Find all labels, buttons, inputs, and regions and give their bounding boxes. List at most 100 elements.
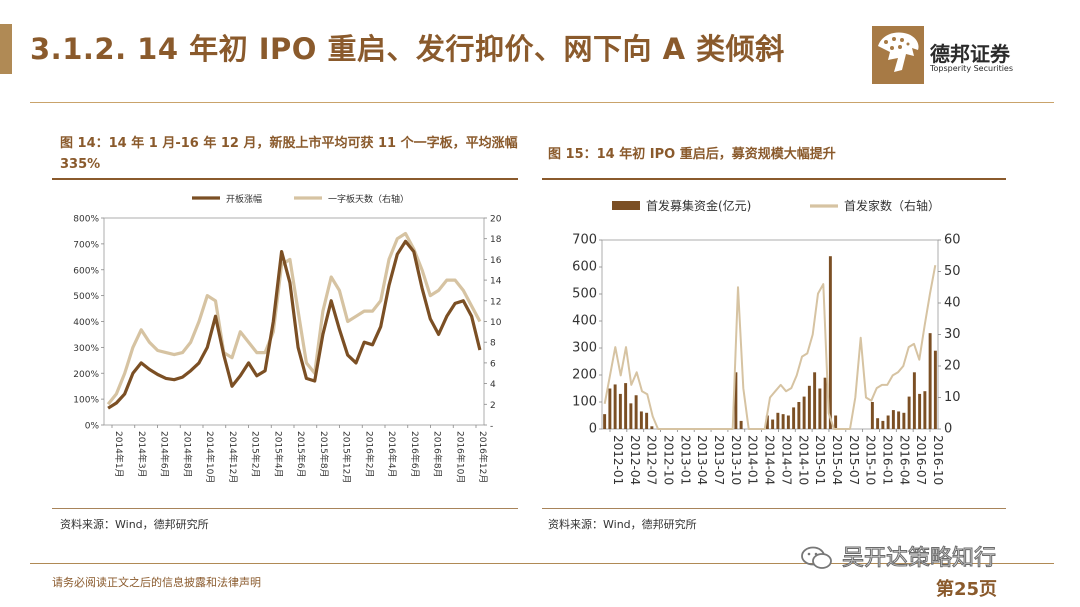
x-axis-tick-label: 2015-10: [864, 435, 878, 485]
left-axis-tick-label: 400%: [73, 318, 99, 328]
fig15-title: 图 15：14 年初 IPO 重启后，募资规模大幅提升: [548, 147, 836, 162]
bar: [634, 395, 638, 429]
x-axis-tick-label: 2015年6月: [295, 431, 307, 478]
left-axis-tick-label: 700: [572, 233, 597, 248]
bar: [902, 412, 906, 429]
x-axis-tick-label: 2015年2月: [250, 431, 262, 478]
left-axis-tick-label: 400: [572, 314, 597, 329]
page-number: 第25页: [936, 579, 998, 600]
x-axis-tick-label: 2016年6月: [409, 431, 421, 478]
bar: [786, 415, 790, 429]
bar: [797, 402, 801, 429]
right-axis-tick-label: 4: [490, 380, 496, 390]
series-line-0-right: [106, 231, 482, 406]
bar: [818, 388, 822, 429]
x-axis-tick-label: 2016-01: [880, 435, 894, 485]
right-axis-tick-label: 10: [944, 390, 961, 405]
logo-english-name: Topsperity Securities: [930, 64, 1014, 73]
fig15-source-rule: [542, 508, 1006, 509]
legend-label-left: 开板涨幅: [226, 193, 262, 205]
left-axis-tick-label: 500: [572, 287, 597, 302]
left-axis-tick-label: 200: [572, 368, 597, 383]
bar: [928, 333, 932, 429]
left-axis-tick-label: 0: [589, 422, 597, 437]
disclaimer-note: 请务必阅读正文之后的信息披露和法律声明: [52, 576, 261, 589]
series-line-0-left: [107, 239, 482, 410]
right-axis-tick-label: 14: [490, 277, 502, 287]
left-axis-tick-label: 600: [572, 260, 597, 275]
bar: [781, 414, 785, 429]
title-accent-bar: [0, 24, 12, 74]
footer-divider: [30, 563, 1054, 564]
right-axis-tick-label: 0: [944, 422, 952, 437]
legend-label-right: 首发家数（右轴）: [844, 198, 940, 213]
bar: [933, 350, 937, 429]
x-axis-tick-label: 2014年8月: [181, 431, 193, 478]
x-axis-tick-label: 2012-01: [611, 435, 625, 485]
bar: [739, 420, 743, 429]
x-axis-tick-label: 2016年4月: [386, 431, 398, 478]
leopard-logo-icon: [872, 26, 924, 84]
x-axis-tick-label: 2016-10: [931, 435, 945, 485]
bar: [618, 393, 622, 429]
left-axis-tick-label: 0%: [85, 422, 100, 432]
bar: [897, 411, 901, 429]
x-axis-tick-label: 2016年2月: [363, 431, 375, 478]
bar: [912, 372, 916, 429]
x-axis-tick-label: 2016-04: [897, 435, 911, 485]
bar: [834, 415, 838, 429]
bar: [807, 385, 811, 429]
left-axis-tick-label: 200%: [73, 370, 99, 380]
bar: [870, 402, 874, 429]
bar: [813, 372, 817, 429]
company-logo: 德邦证券 Topsperity Securities: [872, 26, 1052, 86]
right-axis-tick-label: 20: [490, 215, 502, 225]
bar: [891, 410, 895, 429]
fig14-source: 资料来源：Wind，德邦研究所: [60, 518, 209, 531]
right-axis-tick-label: 20: [944, 359, 961, 374]
legend-swatch-left: [612, 201, 640, 210]
right-axis-tick-label: 50: [944, 264, 961, 279]
fig15-title-rule: [542, 178, 1006, 180]
fig15-bar-line-chart: 0 100 200 300 400 500 600 700 0 10 20 30 40 50 60 2012-…: [572, 198, 961, 485]
x-axis-tick-label: 2015-04: [830, 435, 844, 485]
x-axis-tick-label: 2016-07: [914, 435, 928, 485]
bar: [734, 372, 738, 429]
fig14-source-rule: [52, 508, 518, 509]
x-axis-tick-label: 2015-07: [847, 435, 861, 485]
header-divider: [30, 102, 1054, 103]
x-axis-tick-label: 2014年10月: [204, 431, 216, 483]
bar: [624, 383, 628, 429]
x-axis-tick-label: 2014-04: [763, 435, 777, 485]
series-line-1-right: [603, 265, 937, 430]
x-axis-tick-label: 2012-07: [645, 435, 659, 485]
x-axis-tick-label: 2014年3月: [136, 431, 148, 478]
bar: [876, 418, 880, 429]
bar: [765, 415, 769, 429]
bar: [907, 396, 911, 429]
bar: [650, 426, 654, 429]
x-axis-tick-label: 2015-01: [813, 435, 827, 485]
x-axis-tick-label: 2013-07: [712, 435, 726, 485]
bar: [802, 396, 806, 429]
x-axis-tick-label: 2013-10: [729, 435, 743, 485]
legend-label-left: 首发募集资金(亿元): [646, 198, 751, 213]
left-axis-tick-label: 300%: [73, 344, 99, 354]
right-axis-tick-label: 16: [490, 256, 502, 266]
right-axis-tick-label: 6: [490, 359, 496, 369]
fig14-title-rule: [52, 178, 518, 180]
right-axis-tick-label: 10: [490, 318, 502, 328]
x-axis-tick-label: 2014年6月: [159, 431, 171, 478]
left-axis-tick-label: 600%: [73, 266, 99, 276]
bar: [629, 403, 633, 429]
right-axis-tick-label: 60: [944, 233, 961, 248]
right-axis-tick-label: 8: [490, 339, 496, 349]
x-axis-tick-label: 2014年12月: [227, 431, 239, 483]
wechat-icon: [801, 546, 832, 569]
bar: [639, 411, 643, 429]
bar: [776, 412, 780, 429]
x-axis-tick-label: 2013-01: [678, 435, 692, 485]
right-axis-tick-label: 18: [490, 235, 502, 245]
bar: [603, 414, 607, 429]
left-axis-tick-label: 800%: [73, 215, 99, 225]
